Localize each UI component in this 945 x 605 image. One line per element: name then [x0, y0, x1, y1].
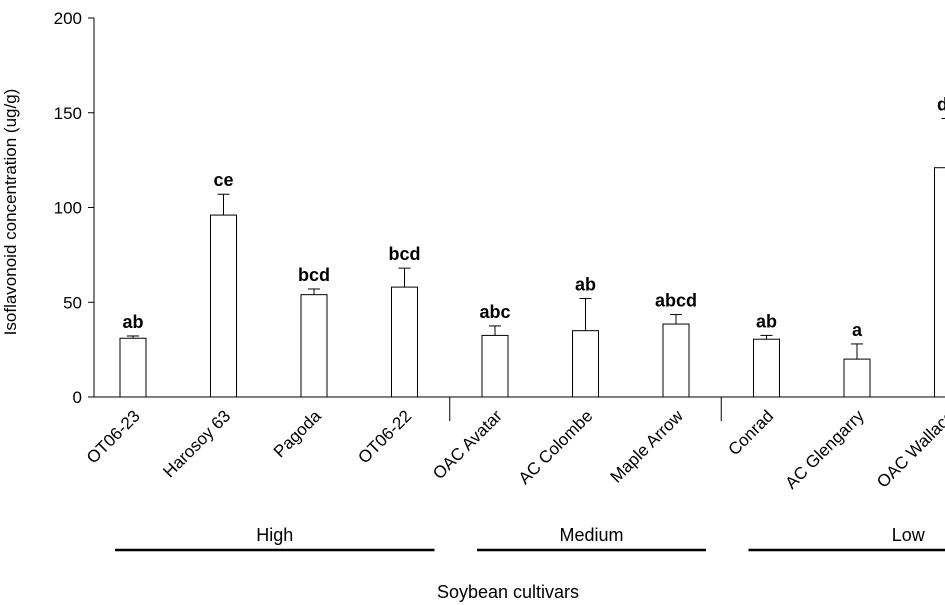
- y-axis-label: Isoflavonoid concentration (ug/g): [1, 89, 20, 336]
- bar: [572, 330, 599, 398]
- bar: [662, 323, 690, 398]
- significance-letter: ab: [575, 274, 596, 294]
- x-axis-label: Soybean cultivars: [437, 582, 579, 602]
- x-tick-label: Pagoda: [270, 406, 325, 461]
- bar: [391, 286, 418, 398]
- x-tick-label: OAC Avatar: [429, 406, 506, 483]
- x-tick-label: OT06-22: [354, 406, 415, 467]
- bar: [753, 338, 780, 398]
- x-tick-label: AC Glengarry: [782, 406, 869, 493]
- significance-letter: bcd: [298, 265, 330, 285]
- significance-letter: bcd: [388, 244, 420, 264]
- bar: [934, 167, 945, 398]
- bar: [300, 294, 328, 398]
- x-tick-label: Maple Arrow: [607, 406, 688, 487]
- y-tick-label: 0: [73, 388, 82, 407]
- x-tick-label: AC Colombe: [515, 406, 597, 488]
- y-tick-label: 150: [54, 104, 82, 123]
- significance-letter: abcd: [655, 291, 697, 311]
- x-tick-label: Conrad: [724, 406, 777, 459]
- group-label: High: [256, 525, 293, 545]
- significance-letter: ab: [122, 312, 143, 332]
- bars: [119, 117, 945, 398]
- group-label: Medium: [559, 525, 623, 545]
- significance-letter: a: [852, 320, 863, 340]
- bar: [210, 214, 237, 398]
- bar: [843, 358, 871, 398]
- significance-letter: abc: [479, 302, 510, 322]
- group-label: Low: [892, 525, 926, 545]
- significance-letter: de: [937, 94, 945, 114]
- x-tick-label: OT06-23: [83, 406, 144, 467]
- x-tick-label: OAC Wallace: [873, 406, 945, 491]
- bar: [119, 337, 147, 398]
- significance-letter: ab: [756, 311, 777, 331]
- y-tick-label: 100: [54, 199, 82, 218]
- x-tick-label: Harosoy 63: [159, 406, 234, 481]
- bar: [481, 334, 509, 398]
- y-tick-label: 200: [54, 9, 82, 28]
- significance-letter: ce: [213, 170, 233, 190]
- y-tick-label: 50: [63, 293, 82, 312]
- axes: 0 50 100 150 200: [54, 9, 945, 552]
